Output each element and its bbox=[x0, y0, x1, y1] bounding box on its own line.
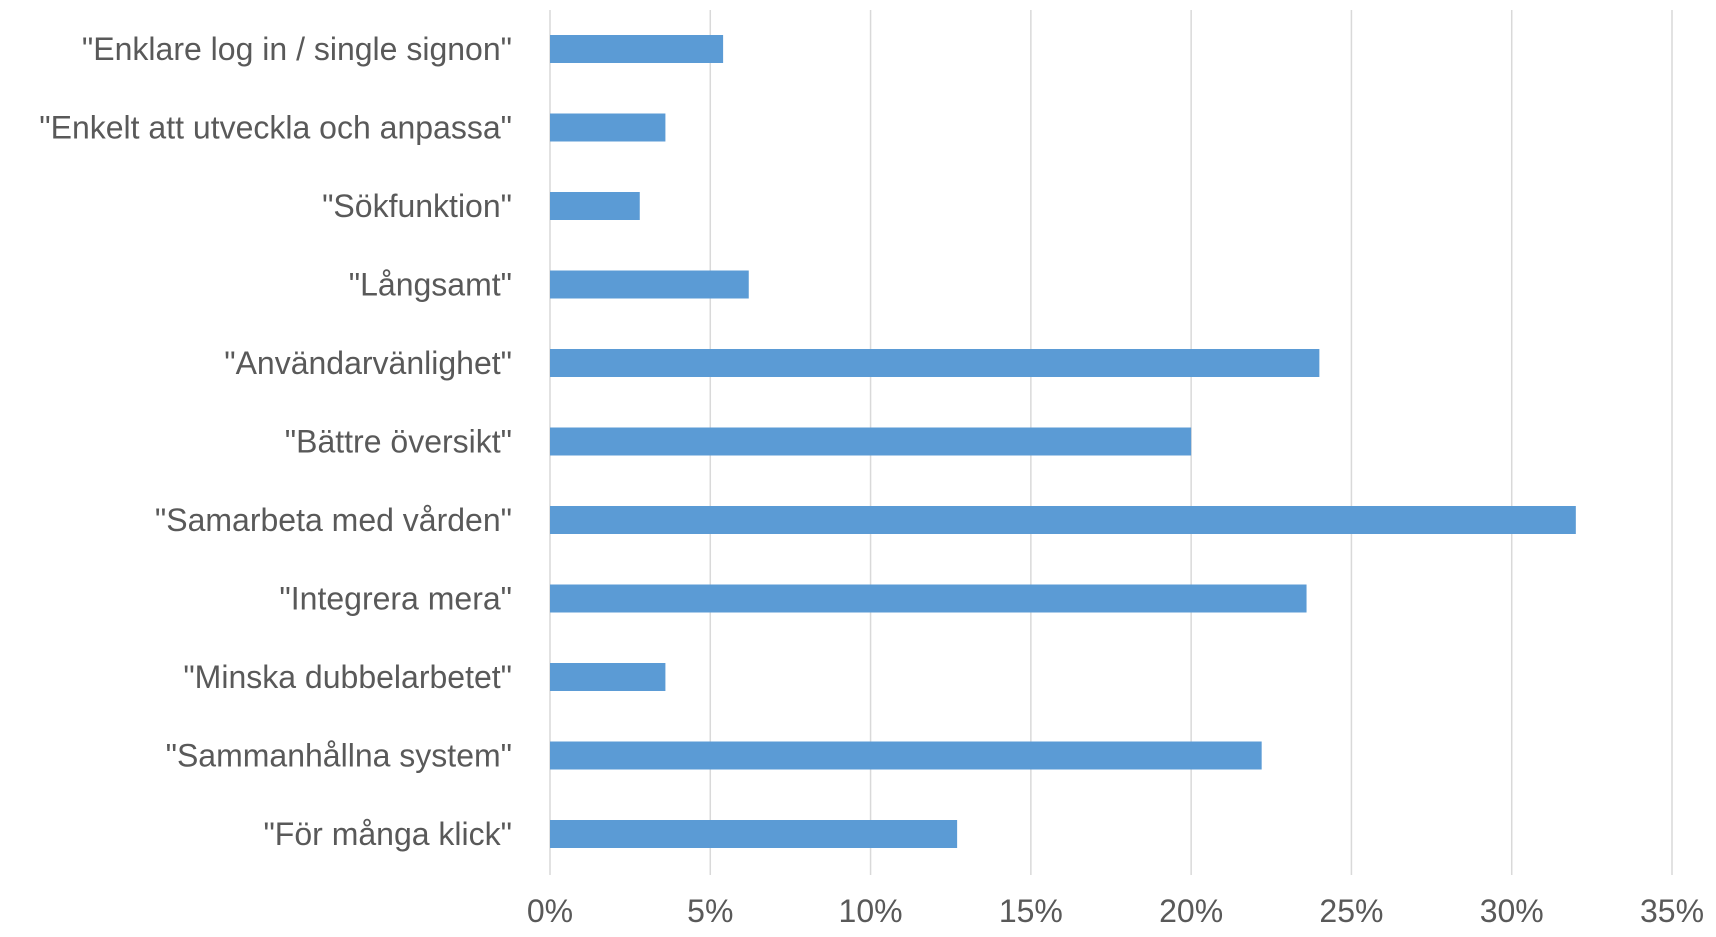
bar bbox=[550, 349, 1320, 377]
category-label: "Sökfunktion" bbox=[322, 188, 512, 224]
category-label: "Enkelt att utveckla och anpassa" bbox=[39, 110, 512, 146]
category-label: "För många klick" bbox=[263, 816, 512, 852]
x-tick-label: 20% bbox=[1159, 893, 1223, 929]
x-tick-label: 15% bbox=[999, 893, 1063, 929]
x-tick-label: 10% bbox=[839, 893, 903, 929]
bar bbox=[550, 584, 1307, 613]
category-label: "Enklare log in / single signon" bbox=[82, 31, 512, 67]
bar bbox=[550, 35, 724, 63]
bar bbox=[550, 820, 958, 848]
category-label: "Långsamt" bbox=[349, 267, 512, 303]
category-label: "Sammanhållna system" bbox=[166, 738, 512, 774]
x-tick-label: 25% bbox=[1319, 893, 1383, 929]
bar bbox=[550, 741, 1262, 770]
x-tick-label: 35% bbox=[1640, 893, 1704, 929]
bar bbox=[550, 663, 666, 691]
category-label: "Samarbeta med vården" bbox=[155, 502, 512, 538]
bar bbox=[550, 506, 1576, 534]
category-label: "Integrera mera" bbox=[279, 581, 512, 617]
bar bbox=[550, 427, 1192, 456]
x-axis-tick-labels: 0% 5% 10% 15% 20% 25% 30% 35% bbox=[527, 893, 1704, 929]
bar-layer bbox=[550, 35, 1576, 848]
bar bbox=[550, 270, 749, 299]
category-label: "Användarvänlighet" bbox=[224, 345, 512, 381]
category-label: "Bättre översikt" bbox=[285, 424, 512, 460]
category-label: "Minska dubbelarbetet" bbox=[183, 659, 512, 695]
x-tick-label: 0% bbox=[527, 893, 573, 929]
x-tick-label: 5% bbox=[687, 893, 733, 929]
category-labels: "Enklare log in / single signon" "Enkelt … bbox=[39, 31, 512, 852]
bar bbox=[550, 113, 666, 142]
bar bbox=[550, 192, 640, 220]
x-tick-label: 30% bbox=[1480, 893, 1544, 929]
